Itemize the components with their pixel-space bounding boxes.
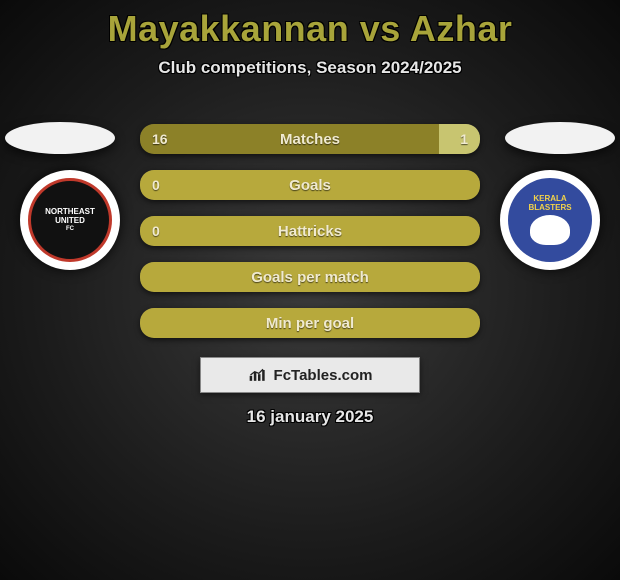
stat-bar-row: Goals per match [140, 262, 480, 292]
stat-bar-right-value: 1 [448, 124, 480, 154]
club-logo-right-inner: KERALA BLASTERS [508, 178, 592, 262]
player-left-oval [5, 122, 115, 154]
club-logo-right: KERALA BLASTERS [500, 170, 600, 270]
club-left-line2: UNITED [55, 217, 85, 226]
stat-bar-row: Goals0 [140, 170, 480, 200]
stat-bar-row: Hattricks0 [140, 216, 480, 246]
chart-icon [248, 367, 268, 383]
club-right-line2: BLASTERS [528, 204, 571, 213]
subtitle: Club competitions, Season 2024/2025 [0, 58, 620, 78]
stat-bars: Matches161Goals0Hattricks0Goals per matc… [140, 124, 480, 354]
stat-bar-label: Hattricks [140, 216, 480, 246]
stat-bar-row: Min per goal [140, 308, 480, 338]
player-right-oval [505, 122, 615, 154]
page-title: Mayakkannan vs Azhar [0, 0, 620, 50]
brand-box: FcTables.com [200, 357, 420, 393]
stat-bar-label: Matches [140, 124, 480, 154]
club-left-line3: FC [66, 226, 74, 233]
club-logo-left-inner: NORTHEAST UNITED FC [28, 178, 112, 262]
stat-bar-label: Goals per match [140, 262, 480, 292]
stat-bar-label: Goals [140, 170, 480, 200]
stat-bar-left-value: 16 [140, 124, 180, 154]
elephant-icon [530, 215, 570, 245]
date-label: 16 january 2025 [0, 407, 620, 427]
brand-label: FcTables.com [274, 367, 373, 384]
club-logo-left: NORTHEAST UNITED FC [20, 170, 120, 270]
stat-bar-left-value: 0 [140, 216, 172, 246]
stat-bar-row: Matches16 1 [140, 124, 480, 154]
stat-bar-label: Min per goal [140, 308, 480, 338]
stat-bar-left-value: 0 [140, 170, 172, 200]
